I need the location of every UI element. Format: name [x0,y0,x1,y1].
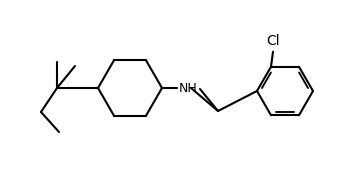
Text: Cl: Cl [266,34,280,48]
Text: NH: NH [179,81,198,95]
